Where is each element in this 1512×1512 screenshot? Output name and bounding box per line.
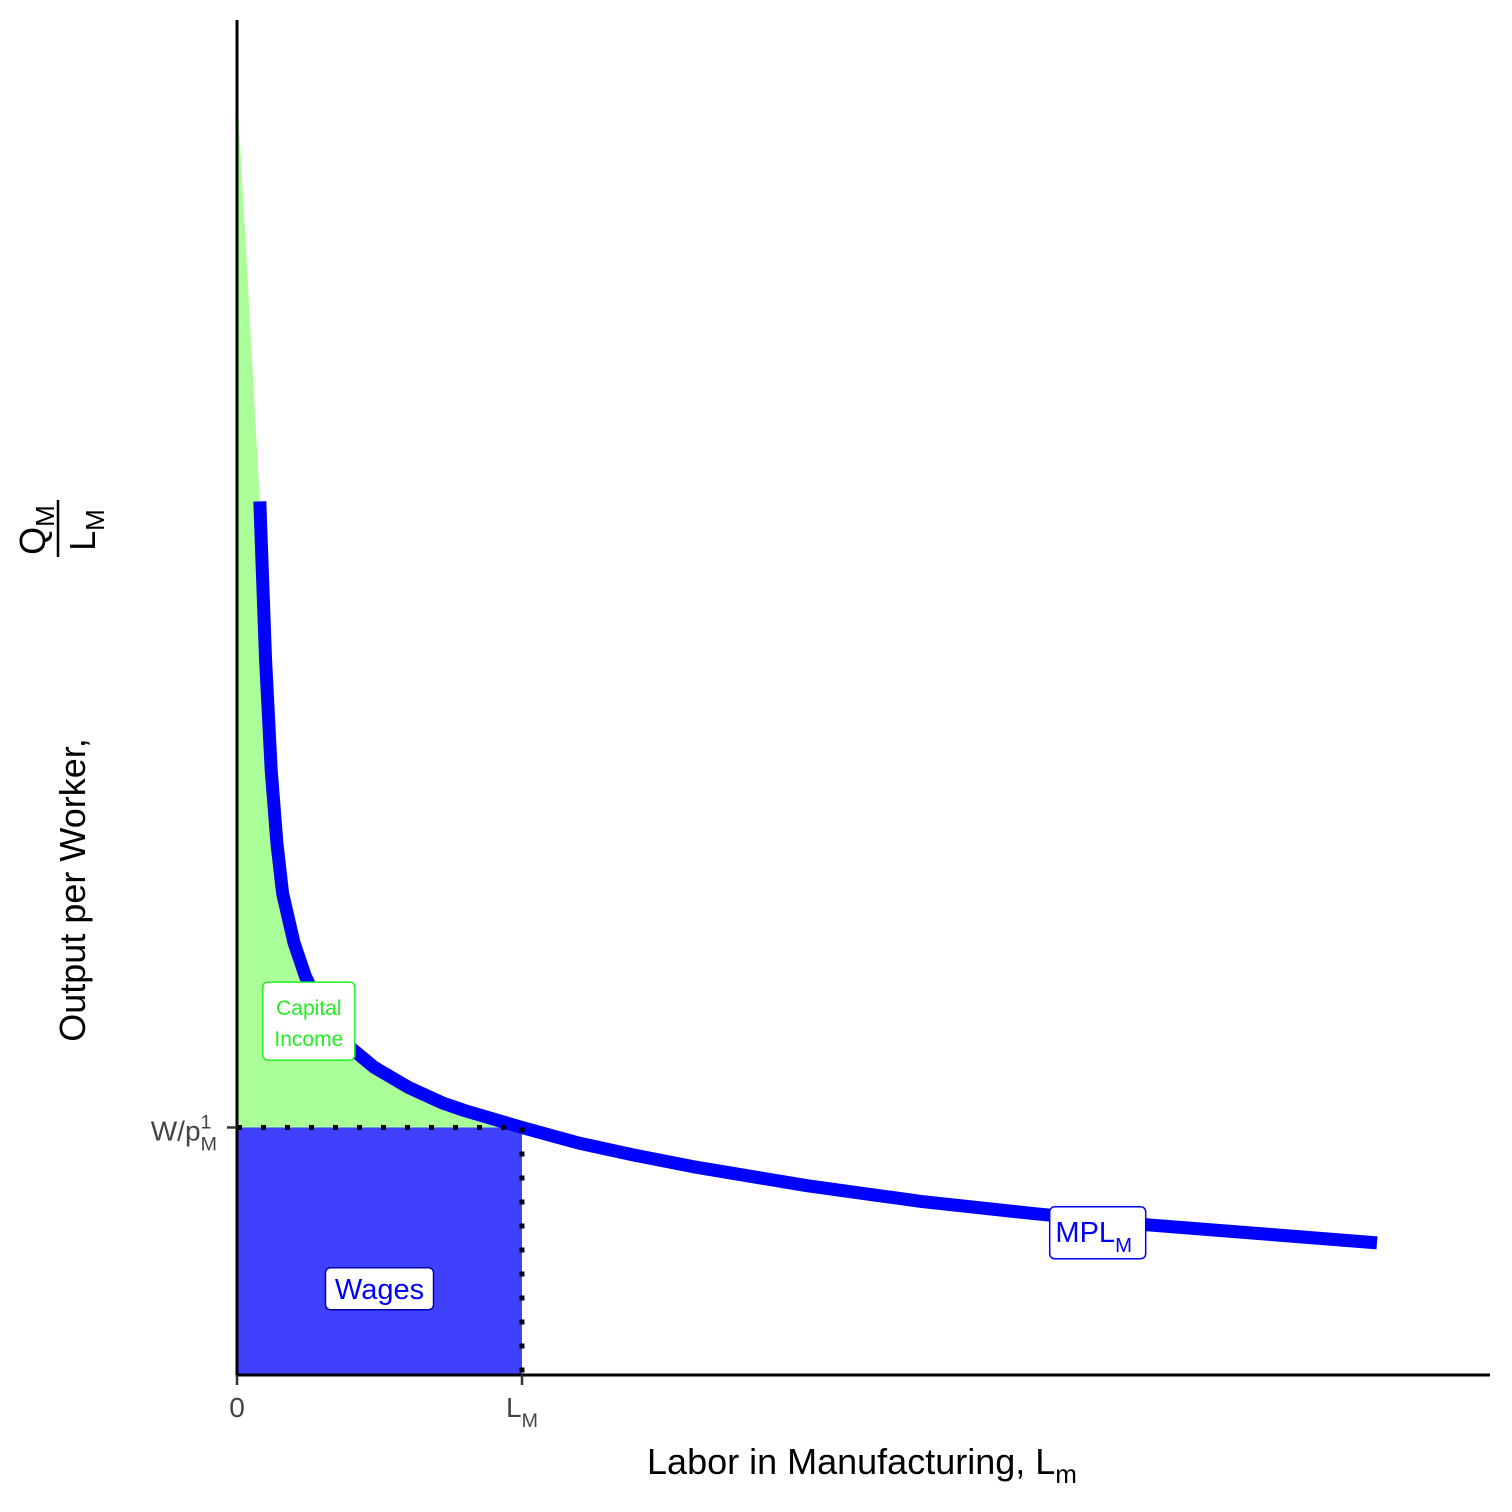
annotation-text: Capital [276,997,341,1020]
y-axis-title-numerator: QM [12,505,60,555]
y-tick-label: W/p1 M [151,1111,217,1155]
annotation-label-wages: Wages [324,1267,435,1311]
y-axis-title-denominator: LM [62,509,110,551]
reference-lines-layer [237,1124,525,1375]
x-tick-label: LM [506,1392,538,1432]
capital-income-area [237,87,522,1128]
y-axis-title: Output per Worker, QM LM [12,500,110,1042]
x-tick-label: 0 [229,1392,245,1423]
areas-layer [237,87,522,1375]
annotation-text: Income [274,1028,343,1051]
annotation-box [324,1267,435,1311]
annotation-text: MPLM [1055,1217,1132,1257]
annotation-label-capital: Capital Income [262,981,356,1061]
x-axis-title: Labor in Manufacturing, Lm [647,1441,1077,1489]
y-axis-title-text: Output per Worker, [52,738,93,1041]
series-layer [253,501,1378,1250]
annotation-box [1048,1206,1147,1260]
wages-area [237,1127,522,1375]
ticks-layer: 0 LM W/p1 M [151,1111,538,1432]
annotation-text: Wages [335,1274,424,1306]
mpl-curve [253,501,1378,1250]
annotation-box [262,981,356,1061]
annotation-label-mpl: MPLM [1048,1206,1147,1260]
axes-layer [235,20,1490,1377]
labels-layer: Capital Income Wages MPLM [262,981,1147,1311]
